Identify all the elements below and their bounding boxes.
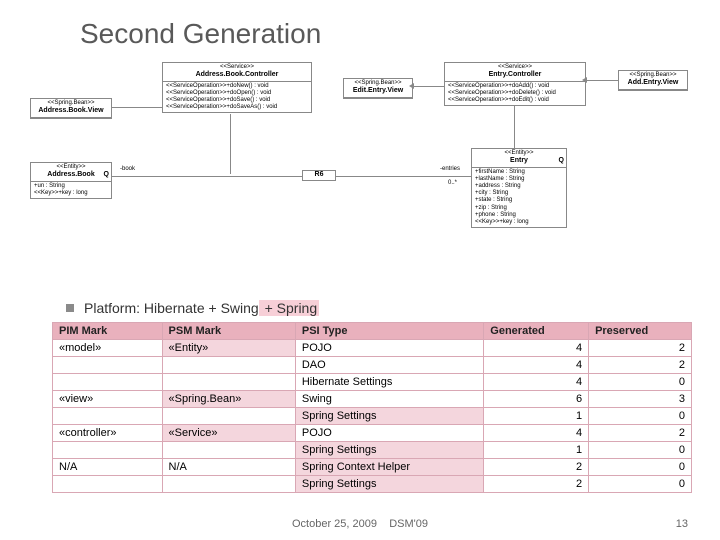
footer-date: October 25, 2009 — [292, 518, 377, 530]
uml-class-r6: R6 — [302, 170, 336, 181]
table-row: Spring Settings20 — [53, 476, 692, 493]
table-row: «view»«Spring.Bean»Swing63 — [53, 391, 692, 408]
footer-conf: DSM'09 — [389, 518, 428, 530]
uml-class-entry: <<Entity>> EntryQ +firstName : String +l… — [471, 148, 567, 228]
assoc-mult: 0..* — [448, 180, 457, 186]
table-row: «model»«Entity»POJO42 — [53, 340, 692, 357]
connector — [514, 106, 515, 148]
connector — [336, 176, 471, 177]
col-psi: PSI Type — [295, 323, 483, 340]
table-row: Hibernate Settings40 — [53, 374, 692, 391]
col-generated: Generated — [484, 323, 589, 340]
table-row: N/AN/ASpring Context Helper20 — [53, 459, 692, 476]
table-header-row: PIM Mark PSM Mark PSI Type Generated Pre… — [53, 323, 692, 340]
connector — [112, 176, 302, 177]
uml-class-addressbookview: <<Spring.Bean>> Address.Book.View — [30, 98, 112, 119]
assoc-label: -entries — [440, 166, 460, 172]
col-pim: PIM Mark — [53, 323, 163, 340]
connector — [230, 114, 231, 174]
uml-diagram: <<Spring.Bean>> Address.Book.View <<Serv… — [30, 62, 690, 292]
assoc-label: -book — [120, 166, 135, 172]
bullet-icon — [66, 304, 74, 312]
footer-page: 13 — [676, 518, 688, 530]
connector — [112, 107, 162, 108]
table-row: DAO42 — [53, 357, 692, 374]
uml-class-editentryview: <<Spring.Bean>> Edit.Entry.View — [343, 78, 413, 99]
col-psm: PSM Mark — [162, 323, 295, 340]
connector — [413, 86, 444, 87]
footer: October 25, 2009 DSM'09 13 — [0, 518, 720, 530]
col-preserved: Preserved — [589, 323, 692, 340]
connector — [586, 80, 618, 81]
mapping-table: PIM Mark PSM Mark PSI Type Generated Pre… — [52, 322, 692, 493]
table-row: «controller»«Service»POJO42 — [53, 425, 692, 442]
page-title: Second Generation — [80, 18, 690, 50]
table-row: Spring Settings10 — [53, 442, 692, 459]
uml-class-addressbookcontroller: <<Service>> Address.Book.Controller <<Se… — [162, 62, 312, 113]
uml-class-entrycontroller: <<Service>> Entry.Controller <<ServiceOp… — [444, 62, 586, 106]
platform-line: Platform: Hibernate + Swing + Spring — [66, 300, 690, 316]
uml-class-addressbook: <<Entity>> Address.BookQ +un : String <<… — [30, 162, 112, 199]
uml-class-addentryview: <<Spring.Bean>> Add.Entry.View — [618, 70, 688, 91]
table-row: Spring Settings10 — [53, 408, 692, 425]
